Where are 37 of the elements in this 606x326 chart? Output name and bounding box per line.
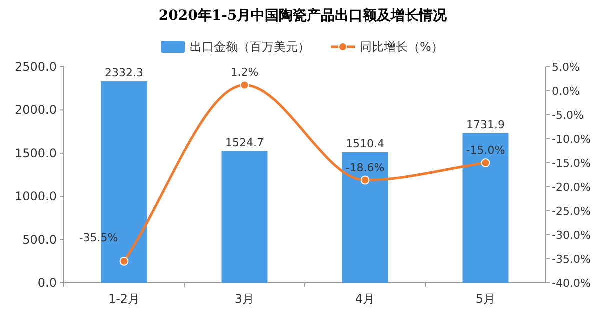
y2-tick-label: 5.0%: [552, 61, 580, 74]
y2-tick-label: -20.0%: [552, 181, 591, 194]
legend-label: 出口金额（百万美元）: [190, 40, 310, 54]
y-tick-label: 500.0: [22, 232, 57, 247]
y2-tick-label: -40.0%: [552, 277, 591, 290]
bar: [342, 152, 388, 283]
y-tick-label: 1000.0: [15, 190, 57, 204]
data-label: 1731.9: [466, 118, 505, 132]
point: [360, 176, 370, 185]
point: [481, 158, 490, 168]
y-tick-label: 1500.0: [15, 146, 57, 160]
y2-tick-label: -30.0%: [552, 229, 591, 242]
x-tick-label: 5月: [476, 292, 496, 306]
chart-title: 2020年1-5月中国陶瓷产品出口额及增长情况: [158, 7, 448, 24]
y-tick-label: 0.0: [38, 276, 57, 290]
bar: [462, 133, 509, 283]
x-tick-label: 1-2月: [108, 292, 140, 306]
data-label: -18.6%: [346, 161, 385, 174]
y2-tick-label: -5.0%: [552, 109, 584, 122]
data-label: 1524.7: [226, 136, 264, 150]
y-tick-label: 2000.0: [15, 103, 57, 118]
y2-tick-label: 0.0%: [552, 85, 580, 98]
point: [240, 80, 250, 90]
data-label: 2332.3: [105, 66, 144, 80]
data-label: 1510.4: [346, 138, 384, 150]
y-tick-label: 2500.0: [15, 60, 57, 74]
y2-tick-label: -25.0%: [552, 205, 591, 218]
x-tick-label: 3月: [234, 292, 255, 306]
legend-label: 同比增长（%）: [360, 40, 444, 54]
y2-tick-label: -10.0%: [552, 133, 591, 146]
data-label: -15.0%: [466, 144, 506, 157]
data-label: 1.2%: [230, 66, 259, 80]
y2-tick-label: -15.0%: [552, 157, 591, 170]
bar: [222, 151, 268, 283]
point: [120, 256, 129, 266]
x-tick-label: 4月: [355, 292, 376, 306]
y2-tick-label: -35.0%: [552, 253, 591, 266]
